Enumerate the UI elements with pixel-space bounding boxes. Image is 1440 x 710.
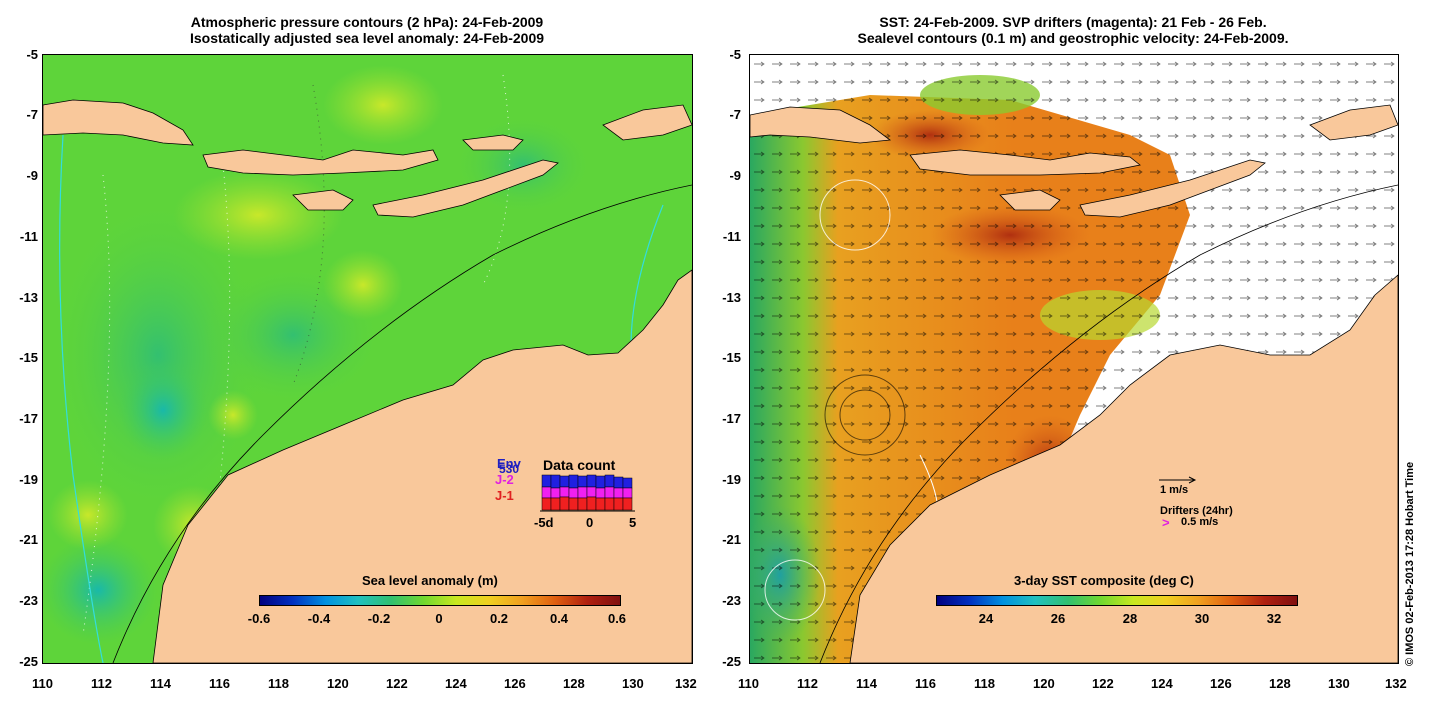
right-x-tick: 124 [1151, 676, 1173, 691]
right-x-tick: 128 [1269, 676, 1291, 691]
j2-label: J-2 [495, 472, 514, 487]
left-y-tick: -11 [19, 229, 38, 244]
right-y-tick: -15 [722, 350, 741, 365]
sst-colorbar-tick: 28 [1122, 611, 1138, 626]
sla-colorbar-tick: 0.6 [607, 611, 627, 626]
left-y-tick: -7 [26, 107, 38, 122]
sst-colorbar-tick: 32 [1266, 611, 1282, 626]
right-y-tick: -11 [722, 229, 741, 244]
left-x-tick: 130 [622, 676, 644, 691]
right-y-tick: -21 [722, 532, 741, 547]
sla-map-graphic [43, 55, 692, 663]
right-x-tick: 114 [856, 676, 877, 691]
right-title-line1: SST: 24-Feb-2009. SVP drifters (magenta)… [879, 14, 1267, 30]
left-title-line1: Atmospheric pressure contours (2 hPa): 2… [190, 14, 544, 30]
sla-colorbar-tick: -0.4 [307, 611, 331, 626]
left-y-tick: -21 [19, 532, 38, 547]
sla-colorbar-tick: -0.2 [367, 611, 391, 626]
left-y-tick: -15 [19, 350, 38, 365]
left-x-tick: 128 [563, 676, 585, 691]
data-count-title: Data count [543, 457, 616, 473]
credit-text: © IMOS 02-Feb-2013 17:28 Hobart Time [1404, 461, 1416, 666]
left-x-tick: 112 [91, 676, 112, 691]
velocity-scale-label: 1 m/s [1160, 484, 1189, 496]
right-y-tick: -23 [722, 593, 741, 608]
sla-colorbar-tick: 0.4 [549, 611, 569, 626]
drifter-marker: > [1162, 515, 1170, 530]
sla-colorbar-tick: 0 [435, 611, 443, 626]
drifter-speed-label: 0.5 m/s [1181, 516, 1219, 528]
left-x-tick: 110 [32, 676, 53, 691]
right-title-line2: Sealevel contours (0.1 m) and geostrophi… [857, 30, 1289, 46]
sst-colorbar [936, 595, 1298, 606]
left-y-tick: -17 [19, 411, 38, 426]
right-x-tick: 126 [1210, 676, 1232, 691]
sst-map [749, 54, 1399, 664]
right-x-tick: 132 [1385, 676, 1407, 691]
right-y-tick: -19 [722, 472, 741, 487]
right-x-tick: 116 [915, 676, 936, 691]
right-y-tick: -7 [729, 107, 741, 122]
right-x-tick: 122 [1092, 676, 1114, 691]
sst-map-graphic [750, 55, 1398, 663]
sst-colorbar-tick: 30 [1194, 611, 1210, 626]
left-y-tick: -19 [19, 472, 38, 487]
left-x-tick: 124 [445, 676, 467, 691]
right-y-tick: -17 [722, 411, 741, 426]
left-x-tick: 120 [327, 676, 349, 691]
left-y-tick: -13 [19, 290, 38, 305]
right-y-tick: -13 [722, 290, 741, 305]
sla-colorbar-tick: 0.2 [489, 611, 509, 626]
left-y-tick: -9 [26, 168, 38, 183]
left-x-tick: 116 [209, 676, 230, 691]
right-x-tick: 110 [738, 676, 759, 691]
sst-colorbar-tick: 26 [1050, 611, 1066, 626]
left-title-line2: Isostatically adjusted sea level anomaly… [189, 30, 545, 46]
right-x-tick: 112 [797, 676, 818, 691]
j1-label: J-1 [495, 488, 514, 503]
sla-colorbar-tick: -0.6 [247, 611, 271, 626]
sla-colorbar [259, 595, 621, 606]
sea-level-anomaly-map [42, 54, 693, 664]
env-label: Env [497, 456, 521, 471]
sst-colorbar-title: 3-day SST composite (deg C) [1014, 573, 1194, 588]
sla-colorbar-title: Sea level anomaly (m) [362, 573, 498, 588]
right-x-tick: 118 [974, 676, 995, 691]
data-count-tick: -5d [534, 515, 554, 530]
velocity-scale-arrow [1159, 476, 1197, 484]
left-x-tick: 126 [504, 676, 526, 691]
right-y-tick: -5 [729, 47, 741, 62]
left-x-tick: 118 [268, 676, 289, 691]
left-y-tick: -5 [26, 47, 38, 62]
data-count-histogram [540, 474, 635, 512]
sst-colorbar-tick: 24 [978, 611, 994, 626]
drifters-label: Drifters (24hr) [1160, 505, 1233, 517]
left-y-tick: -23 [19, 593, 38, 608]
left-y-tick: -25 [19, 654, 38, 669]
left-x-tick: 132 [675, 676, 697, 691]
left-x-tick: 114 [150, 676, 171, 691]
right-y-tick: -9 [729, 168, 741, 183]
right-x-tick: 130 [1328, 676, 1350, 691]
left-x-tick: 122 [386, 676, 408, 691]
data-count-tick: 0 [586, 515, 594, 530]
overlap-label: 530 [499, 462, 520, 476]
data-count-tick: 5 [629, 515, 637, 530]
right-x-tick: 120 [1033, 676, 1055, 691]
right-y-tick: -25 [722, 654, 741, 669]
